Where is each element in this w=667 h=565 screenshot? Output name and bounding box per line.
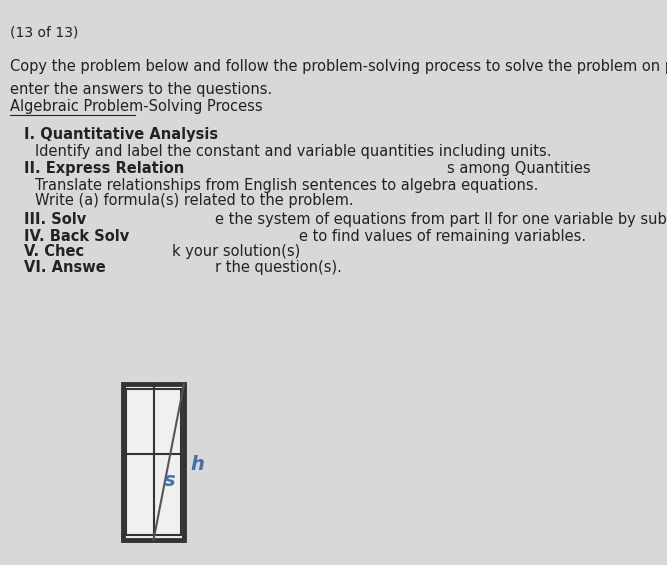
Text: (13 of 13): (13 of 13)	[11, 25, 79, 40]
Bar	[123, 384, 184, 540]
Text: VI. Answe: VI. Answe	[24, 260, 106, 275]
Text: k your solution(s): k your solution(s)	[172, 244, 301, 259]
Text: e the system of equations from part II for one variable by substitution.: e the system of equations from part II f…	[215, 212, 667, 227]
Text: II. Express Relation: II. Express Relation	[24, 161, 185, 176]
Bar	[126, 389, 181, 535]
Text: Translate relationships from English sentences to algebra equations.: Translate relationships from English sen…	[35, 178, 538, 193]
Text: s among Quantities: s among Quantities	[447, 161, 590, 176]
Text: I. Quantitative Analysis: I. Quantitative Analysis	[24, 127, 218, 142]
Text: Algebraic Problem-Solving Process: Algebraic Problem-Solving Process	[11, 99, 263, 114]
Text: Identify and label the constant and variable quantities including units.: Identify and label the constant and vari…	[35, 144, 551, 159]
Text: IV. Back Solv: IV. Back Solv	[24, 229, 129, 244]
Text: s: s	[164, 471, 176, 490]
Text: Write (a) formula(s) related to the problem.: Write (a) formula(s) related to the prob…	[35, 193, 354, 208]
Text: V. Chec: V. Chec	[24, 244, 85, 259]
Text: III. Solv: III. Solv	[24, 212, 87, 227]
Text: r the question(s).: r the question(s).	[215, 260, 342, 275]
Text: h: h	[190, 455, 204, 475]
Text: Copy the problem below and follow the problem-solving process to solve the probl: Copy the problem below and follow the pr…	[11, 59, 667, 97]
Text: e to find values of remaining variables.: e to find values of remaining variables.	[299, 229, 586, 244]
